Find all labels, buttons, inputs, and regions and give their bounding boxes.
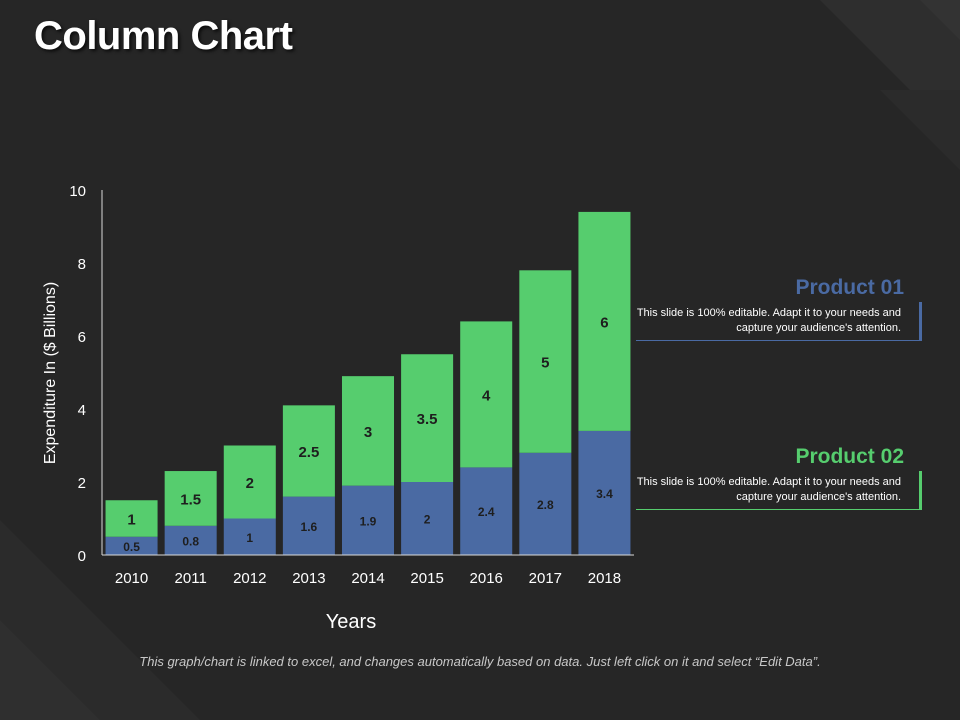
bar-product-02-2010 <box>105 500 158 537</box>
y-tick-label: 8 <box>78 256 86 273</box>
bar-product-02-2018 <box>578 211 631 431</box>
legend-product-02: Product 02 This slide is 100% editable. … <box>636 445 922 510</box>
bar-product-02-2015 <box>401 354 454 482</box>
data-label: 0.5 <box>123 540 140 554</box>
y-tick-label: 2 <box>78 475 86 492</box>
data-label: 2 <box>246 475 254 492</box>
y-tick-label: 0 <box>78 548 86 565</box>
legend-text-product-01: This slide is 100% editable. Adapt it to… <box>636 302 922 341</box>
data-label: 3.5 <box>417 411 438 428</box>
data-label: 6 <box>600 314 608 331</box>
data-label: 2.8 <box>537 498 554 512</box>
data-label: 1 <box>246 531 253 545</box>
bar-product-02-2011 <box>164 471 217 526</box>
legend-title-product-02: Product 02 <box>795 445 904 468</box>
data-label: 3.4 <box>596 487 613 501</box>
x-tick-label: 2012 <box>233 570 266 587</box>
bar-product-01-2010 <box>105 536 158 555</box>
bar-product-01-2014 <box>341 485 395 555</box>
bar-product-01-2013 <box>282 496 335 555</box>
bar-product-02-2013 <box>282 405 335 497</box>
bar-product-01-2012 <box>223 518 276 555</box>
data-label: 2.5 <box>298 444 319 461</box>
footer-note: This graph/chart is linked to excel, and… <box>139 654 821 669</box>
x-tick-label: 2017 <box>529 570 562 587</box>
x-tick-label: 2010 <box>115 570 148 587</box>
legend-title-product-01: Product 01 <box>795 276 904 299</box>
bar-product-02-2012 <box>223 445 276 519</box>
x-tick-label: 2011 <box>175 570 207 587</box>
x-tick-label: 2018 <box>588 570 621 587</box>
data-label: 1.9 <box>360 514 377 528</box>
data-label: 3 <box>364 424 372 441</box>
data-label: 4 <box>482 387 491 404</box>
x-tick-label: 2014 <box>351 570 384 587</box>
y-tick-label: 6 <box>78 329 86 346</box>
bars <box>105 211 631 555</box>
x-axis-title: Years <box>326 611 376 633</box>
data-label: 2.4 <box>478 505 495 519</box>
bar-value-labels: 0.5 1 0.8 1.5 1 2 1.6 2.5 1.9 3 2 3.5 2.4 4 2.8 5 3.4 6 <box>123 314 613 553</box>
page-title: Column Chart <box>34 14 293 58</box>
x-axis: 2010 2011 2012 2013 2014 2015 2016 2017 2018 <box>102 554 634 587</box>
bar-product-02-2014 <box>341 376 395 486</box>
bar-product-01-2011 <box>164 525 217 555</box>
y-axis-title: Expenditure In ($ Billions) <box>42 282 59 464</box>
bar-product-01-2015 <box>401 482 454 555</box>
y-tick-label: 10 <box>69 183 86 200</box>
data-label: 1.5 <box>180 491 201 508</box>
legend-text-product-02: This slide is 100% editable. Adapt it to… <box>636 471 922 510</box>
bar-product-01-2018 <box>578 430 631 555</box>
data-label: 2 <box>424 513 431 527</box>
bar-product-01-2017 <box>519 452 572 555</box>
y-tick-label: 4 <box>78 402 86 419</box>
bar-product-01-2016 <box>460 467 513 555</box>
x-tick-label: 2015 <box>410 570 443 587</box>
x-tick-label: 2013 <box>292 570 325 587</box>
data-label: 0.8 <box>182 534 199 548</box>
x-tick-label: 2016 <box>470 570 503 587</box>
y-axis: 0 2 4 6 8 10 <box>69 183 103 565</box>
data-label: 1 <box>127 512 135 529</box>
legend-product-01: Product 01 This slide is 100% editable. … <box>636 276 922 341</box>
bar-product-02-2016 <box>460 321 513 468</box>
data-label: 5 <box>541 355 549 372</box>
data-label: 1.6 <box>301 520 318 534</box>
bar-product-02-2017 <box>519 270 572 453</box>
